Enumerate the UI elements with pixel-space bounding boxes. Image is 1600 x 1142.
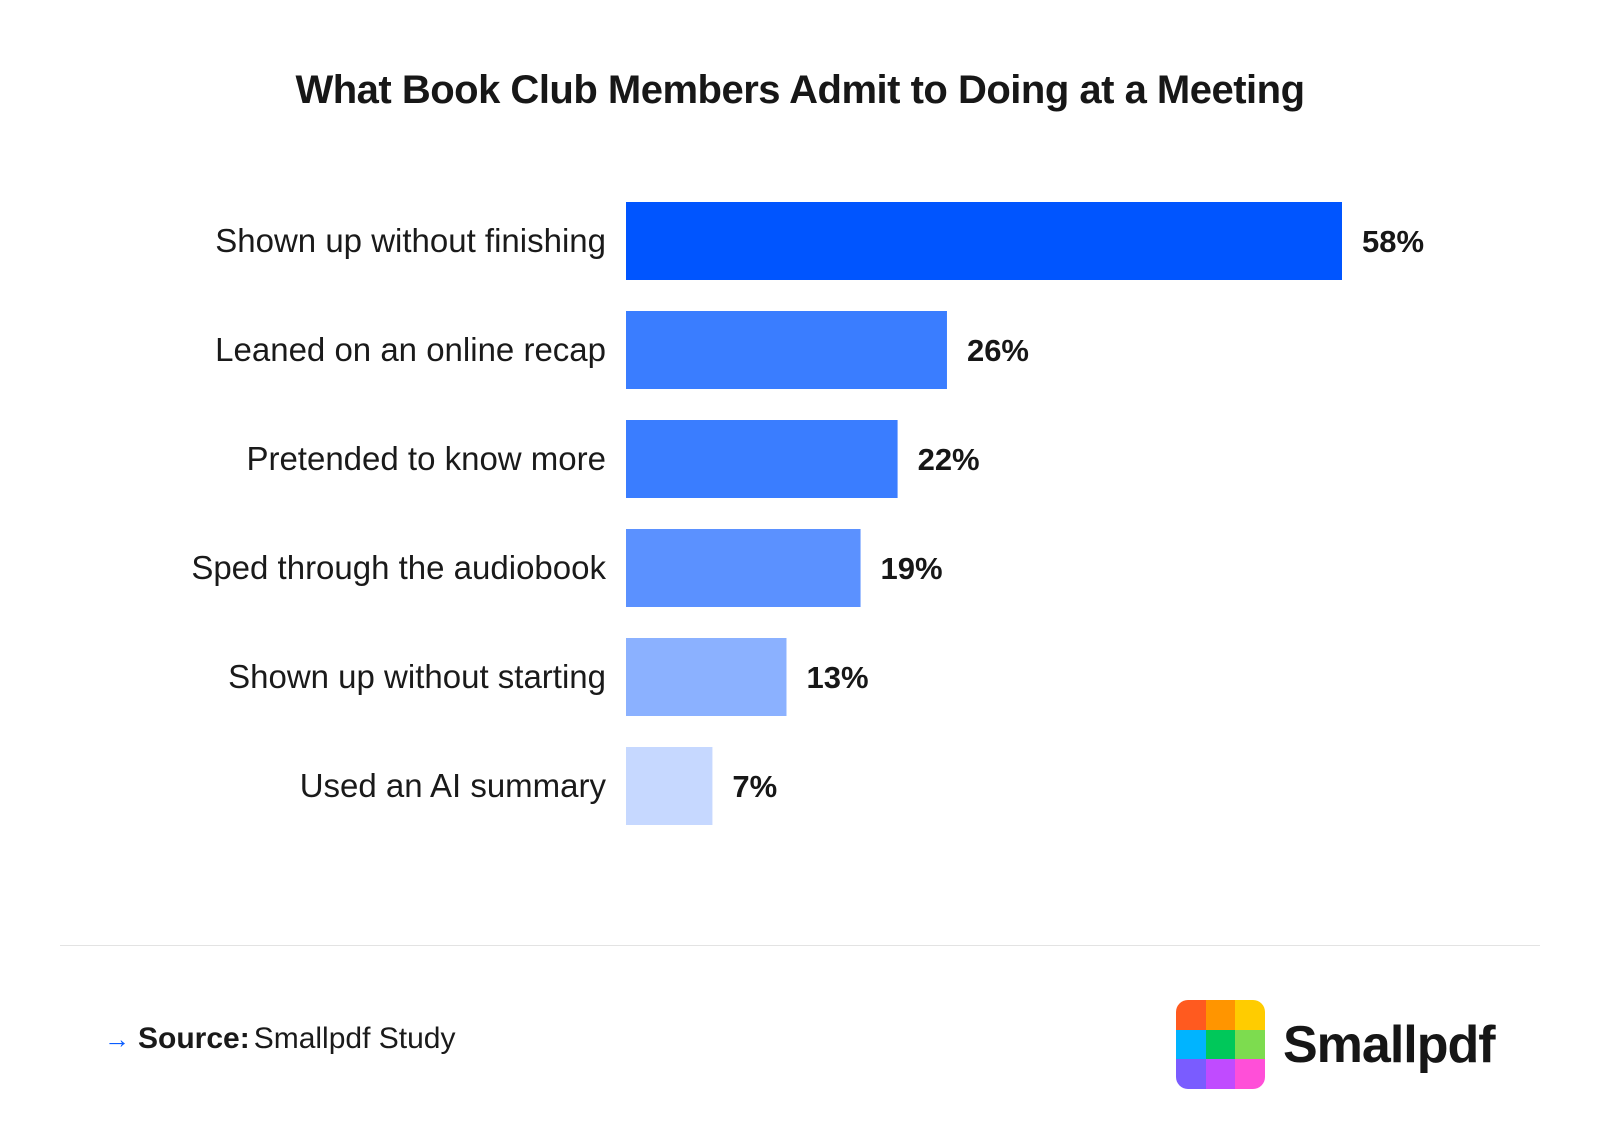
logo-tile	[1176, 1029, 1206, 1060]
chart-title: What Book Club Members Admit to Doing at…	[295, 68, 1305, 112]
value-label: 22%	[918, 442, 980, 477]
brand-name: Smallpdf	[1283, 1015, 1496, 1074]
bar-chart: Shown up without finishing 58% Leaned on a…	[191, 202, 1424, 825]
category-label: Shown up without finishing	[215, 222, 606, 259]
bar	[626, 747, 713, 825]
smallpdf-logo: Smallpdf	[1176, 1000, 1496, 1089]
logo-tile	[1176, 1000, 1206, 1030]
value-label: 26%	[967, 333, 1029, 368]
bar	[626, 202, 1342, 280]
source-note: → Source: Smallpdf Study	[104, 1022, 455, 1056]
bar	[626, 529, 861, 607]
logo-tile	[1205, 1029, 1236, 1060]
arrow-right-icon: →	[104, 1023, 130, 1054]
category-label: Sped through the audiobook	[191, 549, 606, 586]
smallpdf-logo-icon	[1176, 1000, 1265, 1089]
bar	[626, 638, 787, 716]
category-label: Leaned on an online recap	[215, 331, 606, 368]
value-label: 13%	[806, 660, 868, 695]
logo-tile	[1176, 1059, 1206, 1089]
source-value: Smallpdf Study	[253, 1022, 456, 1055]
value-label: 19%	[881, 551, 943, 586]
bar	[626, 420, 898, 498]
value-label: 58%	[1362, 224, 1424, 259]
category-label: Used an AI summary	[300, 767, 607, 804]
logo-tile	[1235, 1029, 1265, 1060]
category-label: Pretended to know more	[246, 440, 606, 477]
value-label: 7%	[732, 769, 777, 804]
logo-tile	[1235, 1059, 1265, 1089]
logo-tile	[1205, 1000, 1236, 1030]
category-label: Shown up without starting	[228, 658, 606, 695]
logo-tile	[1235, 1000, 1265, 1030]
source-key: Source:	[138, 1022, 250, 1055]
logo-tile	[1205, 1059, 1236, 1089]
footer-divider	[60, 945, 1540, 946]
bar	[626, 311, 947, 389]
